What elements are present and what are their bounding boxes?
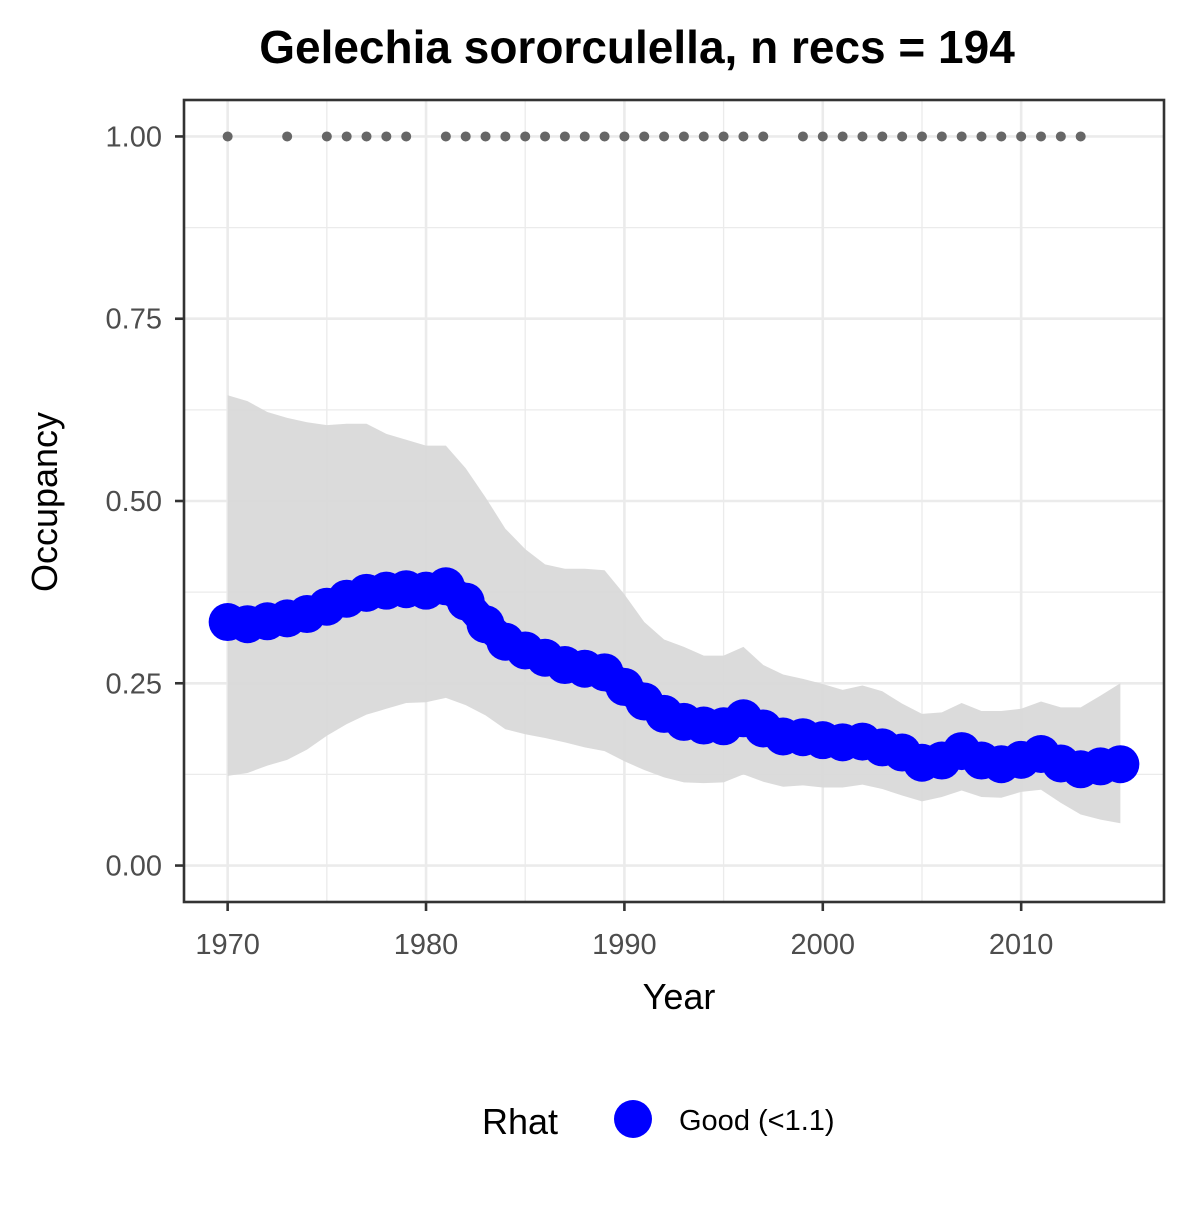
y-tick-label: 0.75 — [106, 304, 162, 336]
record-point — [361, 131, 372, 142]
y-tick-label: 0.50 — [106, 486, 162, 518]
y-tick-label: 0.00 — [106, 851, 162, 883]
record-point — [897, 131, 908, 142]
x-tick-label: 2010 — [989, 929, 1054, 961]
record-point — [341, 131, 352, 142]
record-point — [936, 131, 947, 142]
record-point — [500, 131, 511, 142]
record-point — [797, 131, 808, 142]
record-points — [222, 131, 1086, 142]
record-point — [1055, 131, 1066, 142]
record-point — [837, 131, 848, 142]
y-tick-label: 0.25 — [106, 668, 162, 700]
y-tick-label: 1.00 — [106, 121, 162, 153]
x-tick-label: 1980 — [394, 929, 459, 961]
confidence-band — [227, 395, 1121, 824]
x-axis-title: Year — [643, 976, 716, 1017]
record-point — [758, 131, 769, 142]
record-point — [916, 131, 927, 142]
record-point — [540, 131, 551, 142]
record-point — [579, 131, 590, 142]
record-point — [460, 131, 471, 142]
record-point — [976, 131, 987, 142]
record-point — [1075, 131, 1086, 142]
record-point — [698, 131, 709, 142]
occupancy-series — [208, 567, 1140, 789]
record-point — [639, 131, 650, 142]
legend-title: Rhat — [482, 1101, 558, 1142]
record-point — [520, 131, 531, 142]
record-point — [877, 131, 888, 142]
legend-label-good: Good (<1.1) — [679, 1105, 835, 1137]
record-point — [996, 131, 1007, 142]
record-point — [401, 131, 412, 142]
record-point — [282, 131, 293, 142]
record-point — [222, 131, 233, 142]
record-point — [1036, 131, 1047, 142]
record-point — [1016, 131, 1027, 142]
record-point — [381, 131, 392, 142]
legend-key-good — [614, 1100, 652, 1138]
record-point — [678, 131, 689, 142]
record-point — [599, 131, 610, 142]
record-point — [321, 131, 332, 142]
x-tick-label: 1990 — [592, 929, 657, 961]
record-point — [718, 131, 729, 142]
record-point — [956, 131, 967, 142]
record-point — [857, 131, 868, 142]
occupancy-point — [1101, 745, 1140, 784]
legend: Rhat Good (<1.1) — [482, 1100, 835, 1142]
record-point — [480, 131, 491, 142]
axis-ticks: 1970 1980 1990 2000 2010 0.00 0.25 0.50 0.75 1.00 — [106, 121, 1054, 961]
chart-title: Gelechia sororculella, n recs = 194 — [259, 21, 1015, 73]
record-point — [659, 131, 670, 142]
record-point — [619, 131, 630, 142]
x-tick-label: 1970 — [195, 929, 260, 961]
x-tick-label: 2000 — [791, 929, 856, 961]
record-point — [440, 131, 451, 142]
y-axis-title: Occupancy — [24, 412, 65, 592]
record-point — [559, 131, 570, 142]
confidence-ribbon — [227, 395, 1121, 824]
record-point — [738, 131, 749, 142]
record-point — [817, 131, 828, 142]
